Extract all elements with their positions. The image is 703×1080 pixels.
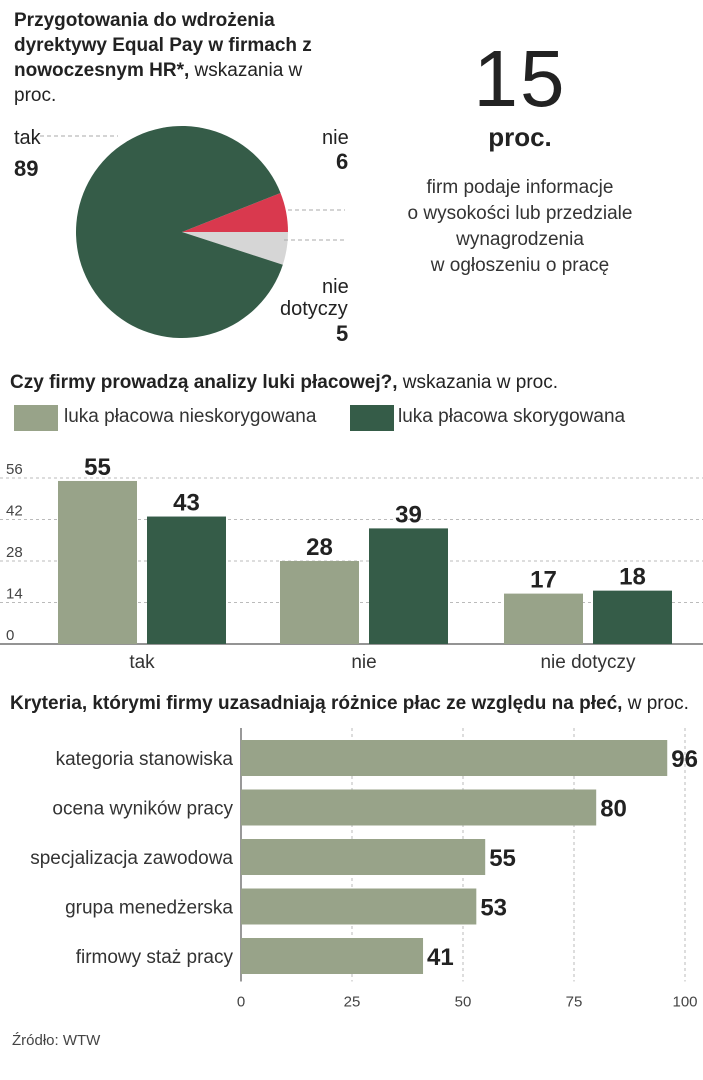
pie-chart: [40, 126, 345, 339]
hbar-title-bold: Kryteria, którymi firmy uzasadniają różn…: [10, 693, 623, 714]
hbar-value-label: 41: [427, 944, 454, 971]
hbar-category-label: grupa menedżerska: [65, 898, 233, 919]
hbar: [241, 789, 597, 826]
bar-corrected: [147, 516, 226, 644]
bar-uncorrected: [280, 561, 359, 644]
hbar: [241, 740, 668, 776]
pie-title-bold: Przygotowania do wdrożenia dyrektywy Equ…: [14, 10, 312, 81]
hbar: [241, 839, 486, 875]
grouped-bar-chart: 0 14 28 42 56 55 43 tak 28 39 nie 17 18 nie dotyczy: [0, 454, 703, 673]
x-category-label: nie: [351, 652, 376, 673]
pie-slice-nie-dotyczy: [182, 232, 288, 265]
x-category-label: tak: [129, 652, 155, 673]
pie-slice-tak: [76, 126, 283, 339]
hbar: [241, 888, 477, 925]
source-note: Źródło: WTW: [12, 1032, 101, 1049]
bar-value-label: 17: [530, 567, 557, 594]
stat-description: firm podaje informacje o wysokości lub p…: [380, 175, 660, 279]
bar-chart-title: Czy firmy prowadzą analizy luki płacowej…: [10, 372, 558, 394]
bar-value-label: 39: [395, 501, 422, 528]
y-tick-label: 56: [6, 461, 23, 478]
legend-label-corrected: luka płacowa skorygowana: [398, 406, 626, 427]
bar-value-label: 28: [306, 534, 333, 561]
hbar-value-label: 96: [671, 746, 698, 773]
legend-swatch-uncorrected: [14, 405, 58, 431]
x-tick-label: 25: [344, 994, 361, 1009]
hbar-title-normal: w proc.: [622, 693, 689, 714]
pie-title-normal: wskazania w proc.: [14, 60, 303, 106]
bar-corrected: [593, 590, 672, 644]
pie-chart-title: Przygotowania do wdrożenia dyrektywy Equ…: [14, 8, 334, 108]
x-tick-label: 50: [455, 994, 472, 1009]
x-tick-label: 100: [672, 994, 697, 1009]
pie-value-tak: 89: [14, 156, 39, 181]
hbar-value-label: 80: [600, 796, 627, 823]
pie-label-nie-dotyczy-2: dotyczy: [280, 298, 348, 320]
hbar-category-label: firmowy staż pracy: [76, 947, 234, 968]
y-tick-label: 0: [6, 627, 14, 644]
bar-value-label: 18: [619, 564, 646, 591]
hbar-category-label: specjalizacja zawodowa: [30, 848, 233, 869]
y-tick-label: 42: [6, 503, 23, 520]
hbar-chart-title: Kryteria, którymi firmy uzasadniają różn…: [10, 693, 689, 715]
hbar-value-label: 53: [480, 895, 507, 922]
legend-label-uncorrected: luka płacowa nieskorygowana: [64, 406, 317, 427]
bar-uncorrected: [58, 480, 137, 644]
legend-swatch-corrected: [350, 405, 394, 431]
stat-desc-line: firm podaje informacje: [426, 177, 614, 198]
hbar: [241, 938, 424, 974]
pie-slice-nie: [182, 192, 288, 232]
pie-value-nie-dotyczy: 5: [336, 321, 349, 346]
stat-desc-line: o wysokości lub przedziale: [407, 203, 633, 224]
hbar-category-label: kategoria stanowiska: [56, 749, 234, 770]
bar-value-label: 43: [173, 490, 200, 517]
bar-title-bold: Czy firmy prowadzą analizy luki płacowej…: [10, 372, 398, 393]
bar-value-label: 55: [84, 454, 111, 481]
stat-unit: proc.: [488, 122, 552, 152]
pie-label-nie-dotyczy-1: nie: [322, 276, 349, 298]
bar-corrected: [369, 528, 448, 644]
x-tick-label: 75: [566, 994, 583, 1009]
pie-label-tak: tak: [14, 127, 41, 149]
pie-label-nie: nie: [322, 127, 349, 149]
pie-value-nie: 6: [336, 149, 349, 174]
stat-desc-line: wynagrodzenia: [456, 229, 584, 250]
y-tick-label: 14: [6, 586, 23, 603]
bar-title-normal: wskazania w proc.: [397, 372, 559, 393]
hbar-category-label: ocena wyników pracy: [52, 799, 233, 820]
horizontal-bar-chart: 0 25 50 75 100 kategoria stanowiska 96 ocena wy…: [30, 728, 698, 1009]
x-category-label: nie dotyczy: [540, 652, 636, 673]
x-tick-label: 0: [237, 994, 245, 1009]
stat-desc-line: w ogłoszeniu o pracę: [430, 255, 610, 276]
bar-uncorrected: [504, 593, 583, 644]
hbar-value-label: 55: [489, 845, 516, 872]
y-tick-label: 28: [6, 544, 23, 561]
stat-number: 15: [473, 34, 567, 123]
